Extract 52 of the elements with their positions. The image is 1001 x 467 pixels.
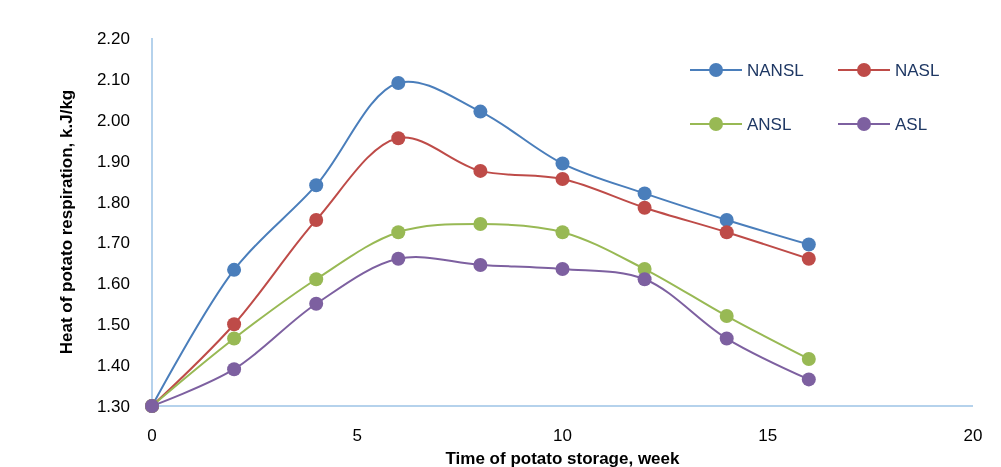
y-tick-label: 2.20 — [96, 28, 130, 48]
y-tick-label: 1.80 — [96, 192, 130, 212]
y-tick-label: 1.30 — [96, 396, 130, 416]
x-tick-label: 0 — [147, 425, 157, 445]
point — [719, 331, 734, 346]
x-tick-label: 5 — [352, 425, 362, 445]
point — [309, 178, 324, 193]
point — [637, 272, 652, 287]
point — [227, 262, 242, 277]
legend-label: NANSL — [747, 60, 804, 80]
point — [473, 163, 488, 178]
point — [801, 372, 816, 387]
point — [637, 200, 652, 215]
legend-label: NASL — [895, 60, 940, 80]
point — [473, 104, 488, 119]
point — [391, 225, 406, 240]
point — [555, 172, 570, 187]
point — [801, 351, 816, 366]
x-tick-label: 10 — [553, 425, 572, 445]
y-tick-label: 1.60 — [96, 274, 130, 294]
point — [227, 362, 242, 377]
y-tick-label: 2.10 — [96, 69, 130, 89]
x-axis-title: Time of potato storage, week — [445, 449, 681, 467]
y-tick-label: 1.40 — [96, 356, 130, 376]
x-tick-label: 20 — [963, 425, 983, 445]
point — [391, 75, 406, 90]
point — [309, 272, 324, 287]
y-tick-label: 2.00 — [96, 110, 130, 130]
point — [801, 237, 816, 252]
point — [637, 186, 652, 201]
point — [227, 331, 242, 346]
y-tick-label: 1.50 — [96, 315, 130, 335]
point — [555, 262, 570, 277]
y-tick-label: 1.90 — [96, 151, 130, 171]
point — [719, 309, 734, 324]
point — [309, 212, 324, 227]
point — [801, 251, 816, 266]
legend-label: ASL — [895, 114, 928, 134]
point — [473, 257, 488, 272]
y-tick-label: 1.70 — [96, 233, 130, 253]
x-tick-label: 15 — [758, 425, 778, 445]
point — [719, 212, 734, 227]
point — [391, 131, 406, 146]
point — [719, 225, 734, 240]
point — [473, 217, 488, 232]
point — [227, 317, 242, 332]
y-axis-title: Heat of potato respiration, k.J/kg — [57, 89, 76, 355]
point — [309, 296, 324, 311]
point — [555, 156, 570, 171]
legend-label: ANSL — [747, 114, 792, 134]
point — [391, 251, 406, 266]
point — [555, 225, 570, 240]
